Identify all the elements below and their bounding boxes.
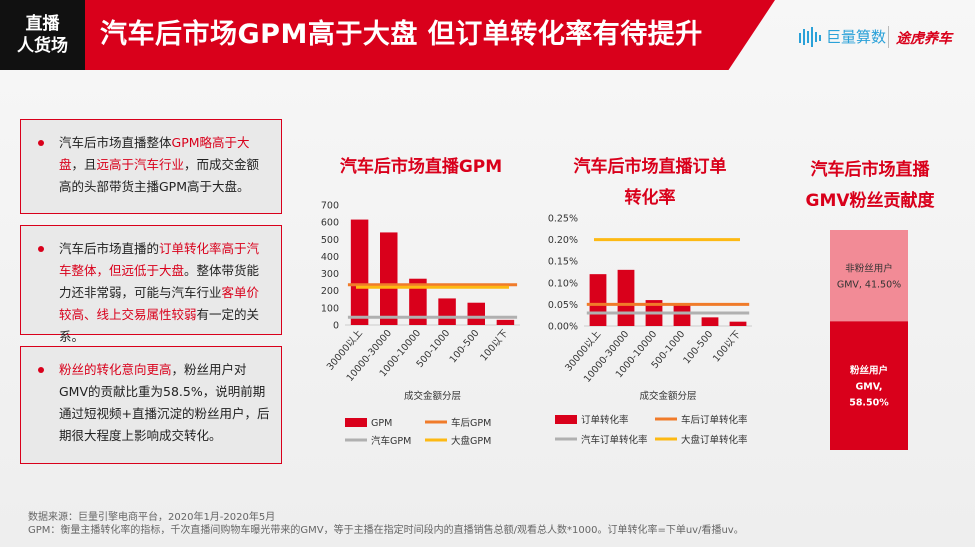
y-tick-label: 500 — [321, 235, 339, 246]
stack-segment-非粉丝用户 — [830, 230, 908, 322]
y-tick-label: 0.05% — [548, 300, 578, 311]
y-tick-label: 600 — [321, 218, 339, 229]
section-tag-line1: 直播 — [25, 14, 60, 34]
y-tick-label: 200 — [321, 286, 339, 297]
segment-label-粉丝用户: 粉丝用户 — [850, 365, 888, 377]
legend-swatch-GPM — [345, 418, 367, 427]
bullet-dot — [38, 140, 44, 146]
segment-value-非粉丝用户: GMV, 41.50% — [837, 280, 901, 291]
insight-box-3: 粉丝的转化意向更高，粉丝用户对GMV的贡献比重为58.5%，说明前期通过短视频+… — [20, 346, 282, 464]
y-tick-label: 700 — [321, 201, 339, 212]
y-tick-label: 0.15% — [548, 257, 578, 268]
bar-100以下 — [496, 319, 515, 325]
logo-divider — [888, 26, 889, 48]
y-tick-label: 0.25% — [548, 214, 578, 225]
insight-2-text-a: 汽车后市场直播的 — [59, 241, 160, 256]
juliang-logo-text: 巨量算数 — [826, 28, 887, 46]
insight-1-text-c: ，而成交金额高的头部带货主播GPM高于大盘。 — [59, 157, 260, 194]
juliang-logo: 巨量算数 — [798, 26, 886, 47]
fan-contribution-chart: 非粉丝用户 GMV, 41.50% 粉丝用户 GMV, 58.50% — [830, 230, 908, 450]
insight-3-text-b: ，粉丝用户对GMV的贡献比重为58.5%，说明前期通过短视频+直播沉淀的粉丝用户… — [59, 362, 270, 443]
bar-30000以上 — [350, 219, 369, 325]
section-tag-line2: 人货场 — [17, 36, 68, 56]
insight-1-text-a: 汽车后市场直播整体 — [59, 135, 172, 150]
y-tick-label: 300 — [321, 269, 339, 280]
insight-2-text-c: 有一定的关系。 — [59, 307, 260, 344]
x-tick-label: 100-500 — [448, 328, 482, 365]
legend-label-车后订单转化率: 车后订单转化率 — [681, 414, 748, 426]
legend-label-大盘订单转化率: 大盘订单转化率 — [681, 434, 748, 446]
chart3-title-line1: 汽车后市场直播 — [810, 160, 930, 180]
chart3-title: 汽车后市场直播 GMV粉丝贡献度 — [775, 155, 965, 217]
legend-label-订单转化率: 订单转化率 — [581, 414, 629, 426]
legend-label-汽车GPM: 汽车GPM — [371, 435, 411, 447]
legend-label-大盘GPM: 大盘GPM — [451, 435, 491, 447]
legend-label-汽车订单转化率: 汽车订单转化率 — [581, 434, 648, 446]
bar-500-1000 — [673, 304, 691, 326]
tuhu-logo: 途虎养车 — [896, 31, 952, 47]
stack-segment-粉丝用户 — [830, 321, 908, 450]
insight-2-highlight-a: 订单转化率高于汽车整体，但远低于大盘 — [59, 241, 260, 278]
chart1-title: 汽车后市场直播GPM — [339, 157, 503, 177]
segment-label-非粉丝用户: 非粉丝用户 — [845, 263, 893, 275]
segment-label2-粉丝用户: GMV, — [856, 382, 883, 393]
bar-1000-10000 — [409, 278, 427, 325]
x-tick-label: 100-500 — [681, 329, 715, 366]
bar-30000以上 — [589, 274, 607, 326]
x-tick-label: 100以下 — [711, 329, 743, 365]
insight-1-highlight-a: GPM略高于大盘 — [59, 135, 250, 172]
y-tick-label: 100 — [321, 303, 339, 314]
y-tick-label: 0.10% — [548, 278, 578, 289]
y-tick-label: 0 — [333, 321, 339, 332]
legend-label-车后GPM: 车后GPM — [451, 417, 491, 429]
page-title: 汽车后市场GPM高于大盘 但订单转化率有待提升 — [100, 19, 703, 50]
chart3-title-line2: GMV粉丝贡献度 — [805, 191, 935, 211]
insight-2-highlight-b: 客单价较高、线上交易属性较弱 — [59, 285, 260, 322]
bar-100-500 — [467, 302, 485, 325]
chart2-title-line2: 转化率 — [624, 188, 676, 208]
gpm-chart: 010020030040050060070030000以上10000-30000… — [321, 201, 520, 447]
juliang-logo-icon — [799, 26, 821, 47]
insight-box-2: 汽车后市场直播的订单转化率高于汽车整体，但远低于大盘。整体带货能力还非常弱，可能… — [20, 225, 282, 344]
conversion-chart: 0.00%0.05%0.10%0.15%0.20%0.25%30000以上100… — [548, 214, 752, 446]
insight-2-text-b: 。整体带货能力还非常弱，可能与汽车行业 — [59, 263, 260, 300]
header-banner — [0, 0, 775, 70]
bullet-dot — [38, 367, 44, 373]
x-axis-label: 成交金额分层 — [639, 390, 696, 402]
y-tick-label: 0.20% — [548, 235, 578, 246]
bullet-dot — [38, 246, 44, 252]
insight-1-highlight-b: 远高于汽车行业 — [96, 157, 185, 172]
section-tag: 直播 人货场 — [0, 0, 85, 70]
bar-100以下 — [729, 321, 747, 326]
bar-10000-30000 — [617, 269, 635, 326]
bar-500-1000 — [438, 298, 456, 325]
bar-100-500 — [701, 317, 719, 326]
y-tick-label: 400 — [321, 252, 339, 263]
footer-source: 数据来源：巨量引擎电商平台，2020年1月-2020年5月 — [28, 512, 276, 523]
chart2-title: 汽车后市场直播订单 转化率 — [545, 152, 755, 214]
insight-3-highlight-a: 粉丝的转化意向更高 — [59, 362, 172, 377]
legend-swatch-订单转化率 — [555, 415, 577, 424]
insight-1-text-b: ，且 — [71, 157, 97, 172]
bar-10000-30000 — [380, 232, 398, 325]
x-axis-label: 成交金额分层 — [404, 390, 461, 402]
x-tick-label: 100以下 — [478, 328, 510, 364]
segment-value-粉丝用户: 58.50% — [849, 398, 889, 409]
footer-note: GPM：衡量主播转化率的指标，千次直播间购物车曝光带来的GMV，等于主播在指定时… — [28, 525, 744, 536]
legend-label-GPM: GPM — [371, 418, 392, 429]
chart2-title-line1: 汽车后市场直播订单 — [573, 157, 727, 177]
y-tick-label: 0.00% — [548, 322, 578, 333]
insight-box-1: 汽车后市场直播整体GPM略高于大盘，且远高于汽车行业，而成交金额高的头部带货主播… — [20, 119, 282, 214]
